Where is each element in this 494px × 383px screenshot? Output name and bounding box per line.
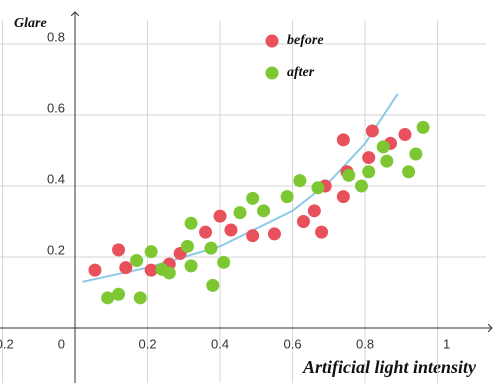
x-tick-label: 1: [443, 336, 450, 351]
data-point: [409, 147, 423, 161]
data-point: [199, 225, 213, 239]
x-tick-label: 0.2: [138, 336, 156, 351]
data-point: [293, 174, 307, 188]
data-point: [336, 133, 350, 147]
data-point: [362, 165, 376, 179]
x-axis-label: Artificial light intensity: [302, 357, 477, 377]
legend-marker: [265, 66, 279, 80]
data-point: [130, 254, 144, 268]
data-point: [365, 124, 379, 138]
data-point: [376, 140, 390, 154]
data-point: [184, 216, 198, 230]
data-point: [144, 245, 158, 259]
data-point: [112, 287, 126, 301]
data-point: [416, 120, 430, 134]
x-tick-label: 0.4: [211, 336, 229, 351]
data-point: [180, 239, 194, 253]
y-tick-label: 0.4: [47, 171, 65, 186]
x-tick-label: 0: [58, 336, 65, 351]
data-point: [342, 168, 356, 182]
data-point: [267, 227, 281, 241]
data-point: [233, 206, 247, 220]
data-point: [257, 204, 271, 218]
data-point: [217, 255, 231, 269]
data-point: [336, 190, 350, 204]
data-point: [280, 190, 294, 204]
data-point: [307, 204, 321, 218]
legend-marker: [265, 34, 279, 48]
x-tick-label: 0.8: [356, 336, 374, 351]
data-point: [213, 209, 227, 223]
x-tick-label: -0.2: [0, 336, 14, 351]
data-point: [112, 243, 126, 257]
data-point: [224, 223, 238, 237]
data-point: [296, 214, 310, 228]
data-point: [184, 259, 198, 273]
data-point: [204, 241, 218, 255]
y-tick-label: 0.6: [47, 100, 65, 115]
data-point: [206, 278, 220, 292]
data-point: [119, 261, 133, 275]
data-point: [162, 266, 176, 280]
data-point: [246, 229, 260, 243]
data-point: [101, 291, 115, 305]
data-point: [133, 291, 147, 305]
fit-curve: [82, 93, 399, 283]
data-point: [311, 181, 325, 195]
data-point: [380, 154, 394, 168]
data-point: [402, 165, 416, 179]
y-tick-label: 0.8: [47, 29, 65, 44]
data-point: [398, 127, 412, 141]
data-point: [144, 263, 158, 277]
y-tick-label: 0.2: [47, 242, 65, 257]
data-point: [315, 225, 329, 239]
legend-label: before: [287, 33, 324, 48]
legend-label: after: [287, 65, 315, 80]
x-tick-label: 0.6: [284, 336, 302, 351]
data-point: [88, 263, 102, 277]
data-point: [354, 179, 368, 193]
data-point: [362, 151, 376, 165]
data-point: [246, 191, 260, 205]
y-axis-label: Glare: [14, 16, 47, 31]
